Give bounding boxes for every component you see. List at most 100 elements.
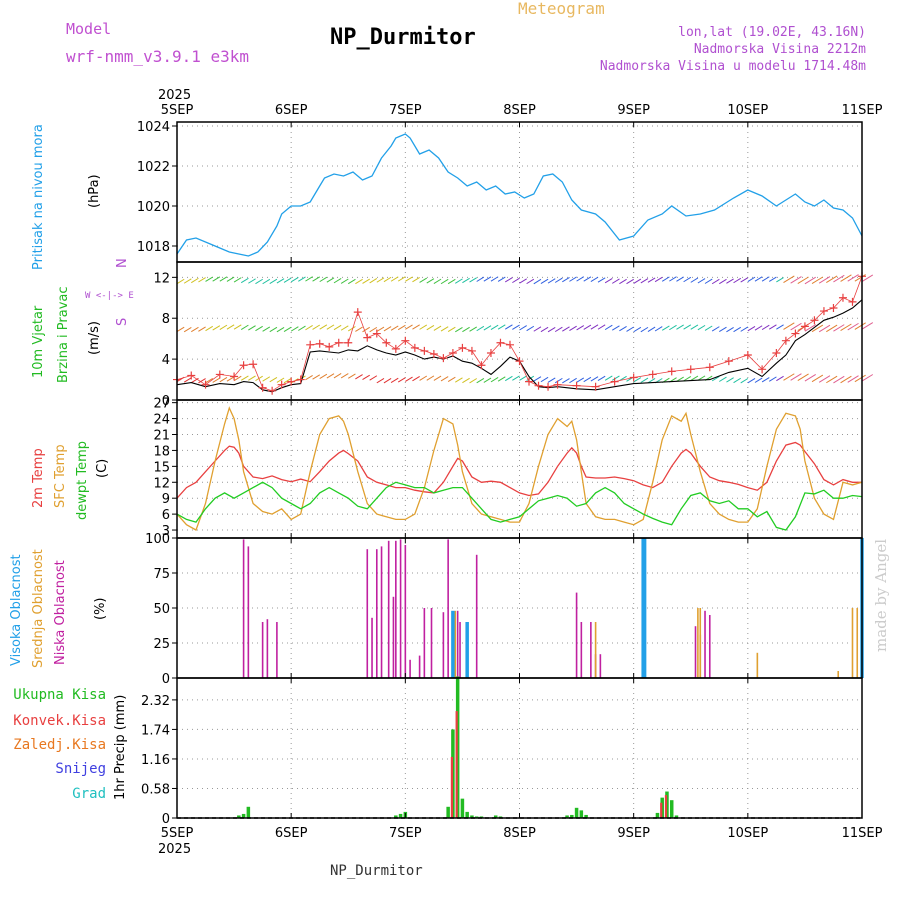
wind-barb <box>526 325 535 332</box>
wind-barb <box>854 274 866 282</box>
compass-n: N <box>115 258 130 268</box>
wind-barb <box>704 325 713 331</box>
cloud-bar-low-cloud <box>459 622 461 678</box>
series-line-sfc-temp <box>176 406 863 531</box>
wind-barb <box>240 324 249 330</box>
wind-barb <box>219 324 228 330</box>
precip-bar-total-precip <box>570 814 574 818</box>
wind-barb <box>690 375 699 381</box>
wind-barb <box>847 274 859 282</box>
wind-barb <box>397 324 406 331</box>
wind-barb <box>383 378 392 384</box>
precip-bar-conv-precip <box>660 802 663 818</box>
legend-frozen-precip: Zaledj.Kisa <box>13 737 106 753</box>
wind-barb <box>576 325 585 331</box>
wind-barb <box>355 326 363 332</box>
wind-barb <box>347 326 356 332</box>
wind-barb <box>640 278 649 284</box>
wind-barb <box>397 377 406 383</box>
wind-barb <box>483 325 492 331</box>
pressure-unit: (hPa) <box>87 174 102 208</box>
cloud-bar-low-cloud <box>708 615 711 678</box>
precip-bar-total-precip <box>669 800 674 818</box>
wind-barb <box>362 326 370 333</box>
lonlat-label: lon,lat (19.02E, 43.16N) <box>678 25 866 40</box>
wind-barb <box>626 326 634 332</box>
ytick-label: 1.16 <box>141 753 170 768</box>
data-marks <box>173 133 874 818</box>
wind-barb <box>226 324 235 330</box>
wind-barb <box>647 277 656 283</box>
wind-barb <box>640 326 649 333</box>
wind-barb <box>212 276 221 282</box>
wind-barb <box>654 276 663 283</box>
wind-barb <box>840 323 852 332</box>
legend-total-precip: Ukupna Kisa <box>13 687 106 703</box>
wind-barb <box>355 278 363 285</box>
cloud-axis-title-3: Niska Oblacnost <box>53 560 68 665</box>
wind-barb <box>740 277 749 283</box>
ytick-label: 9 <box>162 492 170 507</box>
wind-barb <box>176 278 185 285</box>
cloud-bar-low-cloud <box>575 592 578 678</box>
wind-barb <box>405 324 413 330</box>
wind-barb <box>576 276 585 282</box>
xtick-label-bottom: 7SEP <box>389 826 422 841</box>
wind-barb <box>283 326 292 333</box>
cloud-bar-mid-cloud <box>837 671 840 678</box>
wind-barb <box>854 374 866 383</box>
wind-barb <box>305 325 313 331</box>
cloud-bar-mid-cloud <box>594 622 597 678</box>
wind-axis-title-1: 10m Vjetar <box>31 305 46 378</box>
wind-barb <box>747 325 756 332</box>
wind-barb <box>554 377 563 384</box>
wind-barb <box>176 326 185 333</box>
precip-bar-conv-precip <box>450 756 454 818</box>
wind-barb <box>811 374 824 383</box>
wind-barb <box>533 376 542 382</box>
wind-barb <box>340 278 349 284</box>
xtick-label-bottom: 6SEP <box>275 826 308 841</box>
wind-barb <box>319 324 328 330</box>
wind-barb <box>212 377 221 383</box>
wind-barb <box>183 377 192 383</box>
wind-barb <box>790 373 802 381</box>
wind-barb <box>790 322 802 331</box>
wind-barb <box>412 276 420 283</box>
wind-barb <box>362 374 370 381</box>
wind-barb <box>240 375 249 381</box>
precip-bar-total-precip <box>474 816 479 818</box>
wind-barb <box>312 324 321 330</box>
cloud-bar-low-cloud <box>409 659 411 678</box>
wind-barb <box>797 373 809 381</box>
wind-barb <box>497 324 506 330</box>
wind-barb <box>426 375 435 381</box>
wind-barb <box>519 375 527 381</box>
precip-bar-total-precip <box>446 806 450 818</box>
wind-barb <box>590 376 599 382</box>
wind-barb <box>554 277 563 283</box>
wind-barb <box>640 377 649 383</box>
wind-barb <box>661 325 670 331</box>
wind-barb <box>797 276 809 285</box>
wind-barb <box>697 375 706 381</box>
wind-barb <box>604 375 613 381</box>
wind-barb <box>533 326 542 332</box>
precip-bar-total-precip <box>655 812 660 818</box>
wind-barb <box>611 278 620 284</box>
xtick-label-top: 5SEP <box>161 103 194 118</box>
ytick-label: 100 <box>145 532 170 547</box>
wind-barb <box>754 276 763 282</box>
ytick-label: 1.74 <box>141 723 170 738</box>
wind-barb <box>462 377 470 384</box>
xtick-label-top: 8SEP <box>503 103 536 118</box>
wind-barb <box>455 326 463 333</box>
temp-axis-title-2: SFC Temp <box>53 444 68 508</box>
compass-s: S <box>115 318 130 326</box>
wind-barb <box>262 278 271 285</box>
cloud-bar-low-cloud <box>395 540 397 678</box>
cloud-bar-low-cloud <box>418 655 421 678</box>
wind-barb <box>269 326 278 333</box>
wind-barb <box>604 277 613 284</box>
